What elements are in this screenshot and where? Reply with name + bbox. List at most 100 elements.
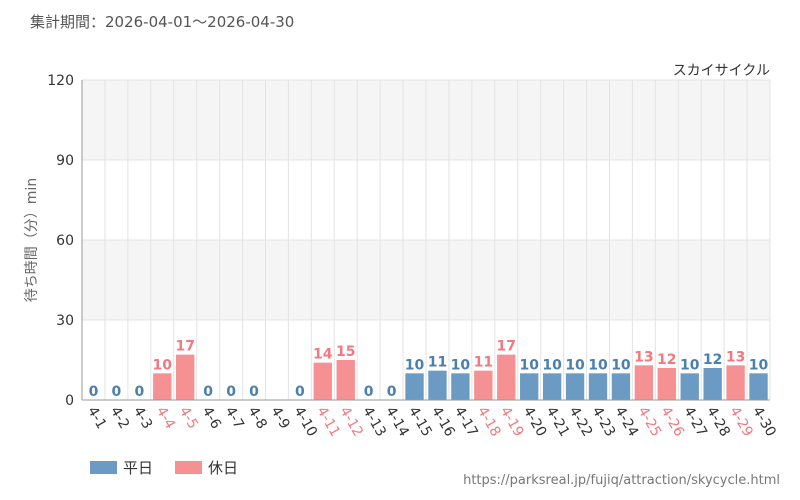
y-tick-labels: 0 30 60 90 120 [47,73,74,409]
x-tick-label-4-11: 4-11 [313,404,343,440]
bar-value-label-4-19: 17 [497,339,516,355]
bar-value-label-4-5: 17 [175,339,194,355]
bar-4-15 [405,373,424,400]
x-tick-label-4-4: 4-4 [153,404,178,432]
x-tick-label-4-12: 4-12 [336,404,366,440]
x-tick-label-4-10: 4-10 [290,404,320,440]
x-tick-label-4-14: 4-14 [382,404,412,440]
aggregation-period-title: 集計期間：2026-04-01～2026-04-30 [30,13,295,31]
bar-value-label-4-2: 0 [112,384,122,400]
x-tick-label-4-27: 4-27 [680,404,710,440]
bar-value-label-4-8: 0 [249,384,259,400]
x-tick-label-4-30: 4-30 [749,404,779,440]
x-tick-label-4-2: 4-2 [107,404,132,432]
x-tick-label-4-16: 4-16 [428,404,458,440]
bar-value-label-4-24: 10 [611,357,631,373]
y-tick-label: 0 [65,393,74,409]
x-tick-label-4-17: 4-17 [451,404,481,440]
x-tick-labels: 4-14-24-34-44-54-64-74-84-94-104-114-124… [84,404,779,440]
bar-4-27 [680,373,699,400]
x-tick-label-4-29: 4-29 [726,404,756,440]
bar-4-18 [474,370,493,400]
bar-value-label-4-23: 10 [588,357,608,373]
bar-4-20 [520,373,539,400]
legend: 平日 休日 [90,457,260,478]
bar-4-25 [634,365,654,400]
bars [153,354,768,400]
x-tick-label-4-1: 4-1 [84,404,109,432]
x-tick-label-4-26: 4-26 [657,404,687,440]
bar-value-label-4-10: 0 [295,384,305,400]
bar-value-label-4-13: 0 [364,384,374,400]
bar-value-label-4-27: 10 [680,357,700,373]
legend-swatch-holiday [175,461,203,474]
bar-4-11 [313,362,332,400]
bar-value-label-4-20: 10 [519,357,539,373]
bar-4-30 [749,373,768,400]
x-tick-label-4-23: 4-23 [589,404,619,440]
bar-value-label-4-16: 11 [428,355,447,371]
bar-4-29 [726,365,745,400]
x-tick-label-4-21: 4-21 [543,404,573,440]
bar-4-26 [657,368,676,400]
bar-value-label-4-17: 10 [451,357,471,373]
bar-4-24 [611,373,631,400]
bar-4-21 [542,373,562,400]
x-tick-label-4-5: 4-5 [176,404,201,432]
x-tick-label-4-15: 4-15 [405,404,435,440]
chart-title: スカイサイクル [673,63,770,79]
bar-value-label-4-22: 10 [565,357,585,373]
y-tick-label: 120 [47,73,74,89]
y-tick-label: 30 [56,313,74,329]
x-tick-label-4-20: 4-20 [520,404,550,440]
x-tick-label-4-24: 4-24 [611,404,641,440]
x-tick-label-4-7: 4-7 [222,404,247,432]
y-axis-label: 待ち時間（分）min [24,178,40,302]
x-tick-label-4-19: 4-19 [497,404,527,440]
x-tick-label-4-8: 4-8 [245,404,270,432]
y-tick-label: 90 [56,153,74,169]
x-tick-label-4-18: 4-18 [474,404,504,440]
bar-value-label-4-11: 14 [313,347,333,363]
bar-4-22 [565,373,585,400]
y-tick-label: 60 [56,233,74,249]
bar-value-label-4-21: 10 [542,357,562,373]
bar-value-label-4-7: 0 [226,384,236,400]
bar-value-label-4-28: 12 [703,352,722,368]
bar-value-label-4-30: 10 [749,357,769,373]
bar-value-label-4-29: 13 [726,349,745,365]
legend-label-holiday: 休日 [208,459,239,477]
bar-4-5 [176,354,195,400]
bar-value-label-4-4: 10 [153,357,173,373]
x-tick-label-4-22: 4-22 [566,404,596,440]
legend-item-weekday[interactable]: 平日 [90,457,153,478]
bar-value-label-4-12: 15 [336,344,355,360]
bar-value-label-4-25: 13 [634,349,653,365]
x-tick-label-4-25: 4-25 [634,404,664,440]
axes [81,80,770,401]
bar-value-label-4-1: 0 [89,384,99,400]
x-tick-label-4-13: 4-13 [359,404,389,440]
bar-value-label-4-14: 0 [387,384,397,400]
bar-4-4 [153,373,172,400]
bar-4-17 [451,373,470,400]
x-tick-label-4-9: 4-9 [267,404,292,432]
bar-value-label-4-15: 10 [405,357,425,373]
bar-4-16 [428,370,447,400]
source-url[interactable]: https://parksreal.jp/fujiq/attraction/sk… [463,473,780,488]
bar-value-label-4-18: 11 [474,355,493,371]
bar-value-label-4-3: 0 [134,384,144,400]
bar-4-28 [703,368,722,400]
x-tick-label-4-28: 4-28 [703,404,733,440]
legend-label-weekday: 平日 [123,459,154,477]
bar-4-12 [336,360,355,400]
legend-swatch-weekday [90,461,117,474]
bar-value-label-4-26: 12 [657,352,676,368]
bar-4-19 [497,354,516,400]
legend-item-holiday[interactable]: 休日 [175,457,238,478]
bar-4-23 [588,373,608,400]
bar-value-label-4-6: 0 [203,384,213,400]
